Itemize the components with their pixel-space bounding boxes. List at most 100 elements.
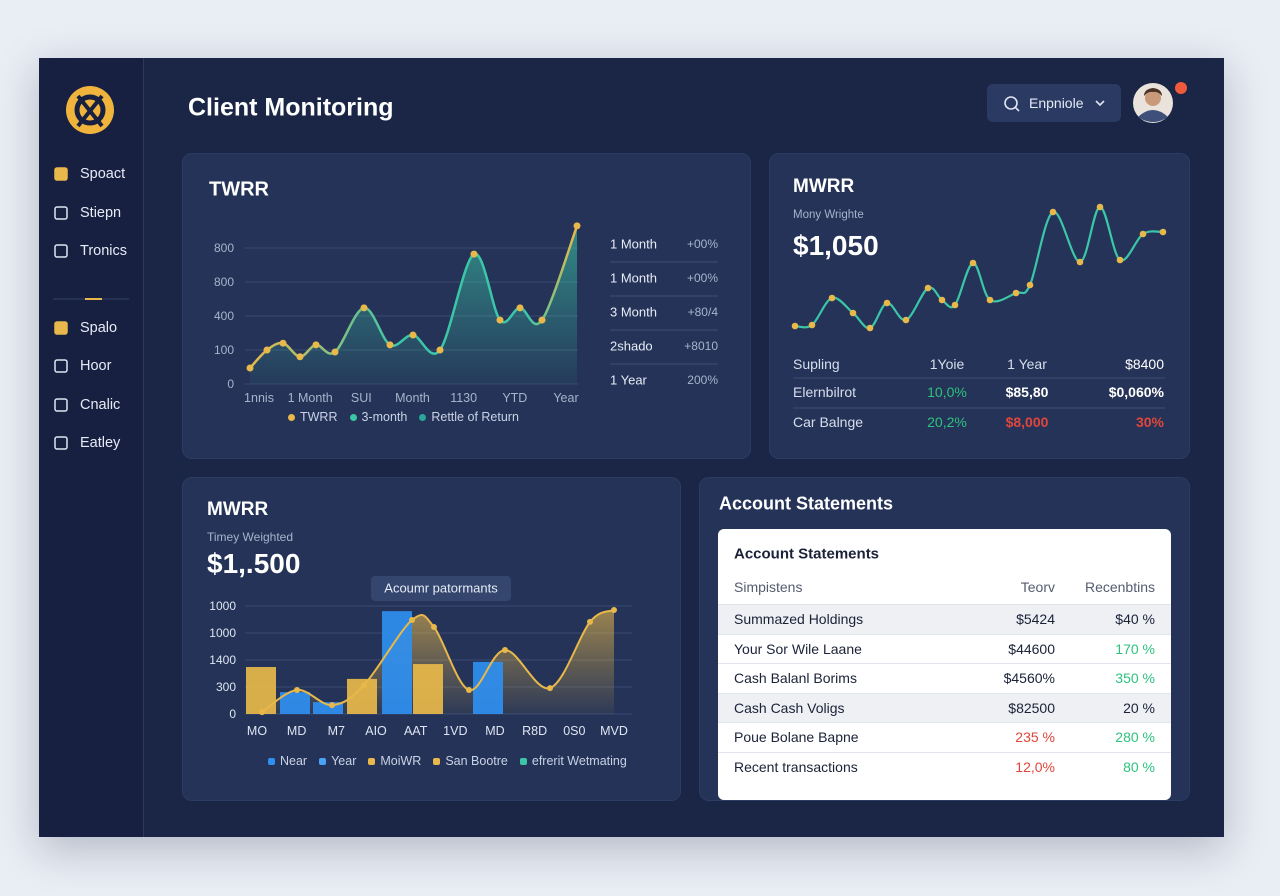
table-row[interactable] bbox=[718, 663, 1171, 693]
table-row[interactable] bbox=[718, 722, 1171, 752]
point bbox=[902, 316, 910, 324]
point bbox=[263, 346, 271, 354]
menu-item[interactable]: Tronics bbox=[80, 243, 127, 259]
point bbox=[1012, 289, 1020, 297]
line bbox=[261, 609, 615, 713]
menu-item[interactable]: Cnalic bbox=[80, 397, 121, 413]
period-return: +80/4 bbox=[687, 305, 718, 319]
table-header: Supling bbox=[793, 356, 840, 372]
period-return: +8010 bbox=[684, 339, 718, 353]
search-icon bbox=[1004, 96, 1018, 110]
legend-label: Rettle of Return bbox=[431, 410, 519, 424]
legend: TWRR 3-month Rettle of Return bbox=[288, 410, 519, 424]
table-cell: 350 % bbox=[1115, 670, 1155, 687]
period-label: 1 Year bbox=[610, 372, 647, 388]
point bbox=[246, 364, 254, 372]
legend-swatch bbox=[319, 757, 327, 765]
avatar[interactable] bbox=[1133, 83, 1173, 123]
table-cell: $5424 bbox=[1016, 611, 1055, 627]
legend: Near Year MoiWR San Bootre efrerit Wetmating bbox=[268, 754, 627, 768]
legend-swatch bbox=[288, 413, 295, 421]
table-cell: 170 % bbox=[1115, 640, 1155, 657]
panel-title: Account Statements bbox=[734, 545, 880, 563]
point bbox=[466, 686, 472, 693]
point bbox=[1116, 256, 1124, 264]
legend-label: 3-month bbox=[361, 410, 408, 424]
legend-swatch bbox=[268, 757, 275, 765]
point bbox=[538, 316, 546, 324]
point bbox=[849, 309, 857, 317]
table-cell: 235 % bbox=[1015, 729, 1055, 746]
table-cell: $4560% bbox=[1003, 670, 1055, 687]
period-label: 1 Month bbox=[610, 270, 657, 286]
point bbox=[431, 624, 437, 631]
table-row[interactable] bbox=[718, 692, 1171, 723]
legend-swatch bbox=[419, 413, 427, 421]
point bbox=[361, 682, 367, 689]
point bbox=[360, 304, 368, 312]
menu-icon bbox=[54, 167, 68, 181]
point bbox=[259, 709, 265, 716]
page-title: Client Monitoring bbox=[188, 93, 394, 122]
menu-item[interactable]: Hoor bbox=[80, 358, 112, 374]
search-text[interactable]: Enpniole bbox=[1029, 95, 1084, 111]
point bbox=[1096, 203, 1104, 211]
legend-item[interactable]: efrerit Wetmating bbox=[519, 754, 627, 768]
menu-item[interactable]: Stiepn bbox=[80, 205, 122, 221]
menu-icon bbox=[54, 398, 68, 412]
table-row[interactable] bbox=[718, 633, 1171, 664]
card-title: TWRR bbox=[209, 178, 269, 201]
x-tick-label: 1nnis bbox=[244, 391, 274, 405]
x-tick-label: 0S0 bbox=[563, 724, 586, 738]
point bbox=[409, 617, 415, 624]
legend-item[interactable]: San Bootre bbox=[433, 754, 508, 768]
legend-item[interactable]: MoiWR bbox=[368, 754, 421, 768]
point bbox=[828, 294, 836, 302]
legend-label: Year bbox=[331, 754, 357, 768]
menu-icon bbox=[54, 244, 68, 258]
headline-value: $1,.500 bbox=[207, 548, 301, 579]
menu-item[interactable]: Eatley bbox=[80, 435, 121, 451]
x-tick-label: AIO bbox=[365, 724, 387, 738]
x-tick-label: 1 Month bbox=[287, 391, 333, 405]
table-cell: 12,0% bbox=[1015, 759, 1055, 775]
dropdown-caret[interactable] bbox=[1095, 100, 1105, 107]
point bbox=[296, 353, 304, 361]
table-cell: $0,060% bbox=[1108, 384, 1164, 400]
legend-label: Near bbox=[280, 754, 308, 768]
legend-item[interactable]: 3-month bbox=[349, 410, 408, 424]
legend-label: efrerit Wetmating bbox=[531, 754, 627, 768]
legend-item[interactable]: Rettle of Return bbox=[419, 410, 519, 424]
table-header: Simpistens bbox=[734, 579, 803, 595]
table-row[interactable] bbox=[718, 752, 1171, 782]
table-cell: $82500 bbox=[1008, 699, 1055, 716]
bar bbox=[413, 664, 443, 714]
x-tick-label: MD bbox=[286, 724, 307, 738]
table-cell: 20 % bbox=[1123, 699, 1155, 716]
legend-label: TWRR bbox=[300, 410, 338, 424]
area-fill bbox=[250, 225, 577, 384]
point bbox=[791, 322, 799, 330]
card-title: MWRR bbox=[793, 176, 855, 197]
menu-item[interactable]: Spoact bbox=[80, 166, 126, 182]
table-row[interactable] bbox=[718, 604, 1171, 634]
menu-item[interactable]: Spalo bbox=[80, 320, 118, 336]
legend-item[interactable]: Near bbox=[268, 754, 307, 768]
table-cell: Cash Balanl Borims bbox=[734, 670, 857, 687]
table-cell: $44600 bbox=[1008, 640, 1055, 657]
logo[interactable] bbox=[66, 86, 114, 134]
point bbox=[938, 296, 946, 304]
point bbox=[1049, 208, 1057, 216]
y-tick-label: 0 bbox=[229, 707, 236, 721]
annotation-box bbox=[371, 576, 511, 601]
legend-item[interactable]: TWRR bbox=[288, 410, 338, 424]
point bbox=[502, 647, 508, 654]
headline-value: $1,050 bbox=[793, 230, 879, 261]
bar bbox=[246, 667, 276, 714]
period-label: 2shado bbox=[610, 338, 653, 354]
menu-icon bbox=[54, 359, 68, 373]
point bbox=[1159, 228, 1167, 236]
card-title: MWRR bbox=[207, 499, 269, 520]
table-cell: Car Balnge bbox=[793, 414, 864, 430]
legend-item[interactable]: Year bbox=[319, 754, 356, 768]
